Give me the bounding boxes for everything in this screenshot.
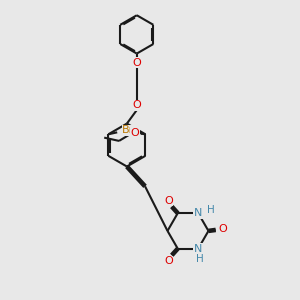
Text: O: O [132, 100, 141, 110]
Text: O: O [130, 128, 139, 138]
Text: N: N [194, 244, 202, 254]
Text: O: O [218, 224, 227, 234]
Text: N: N [194, 208, 202, 218]
Text: O: O [164, 256, 173, 266]
Text: Br: Br [122, 125, 135, 135]
Text: H: H [207, 205, 214, 215]
Text: O: O [132, 58, 141, 68]
Text: O: O [164, 196, 173, 206]
Text: H: H [196, 254, 204, 264]
